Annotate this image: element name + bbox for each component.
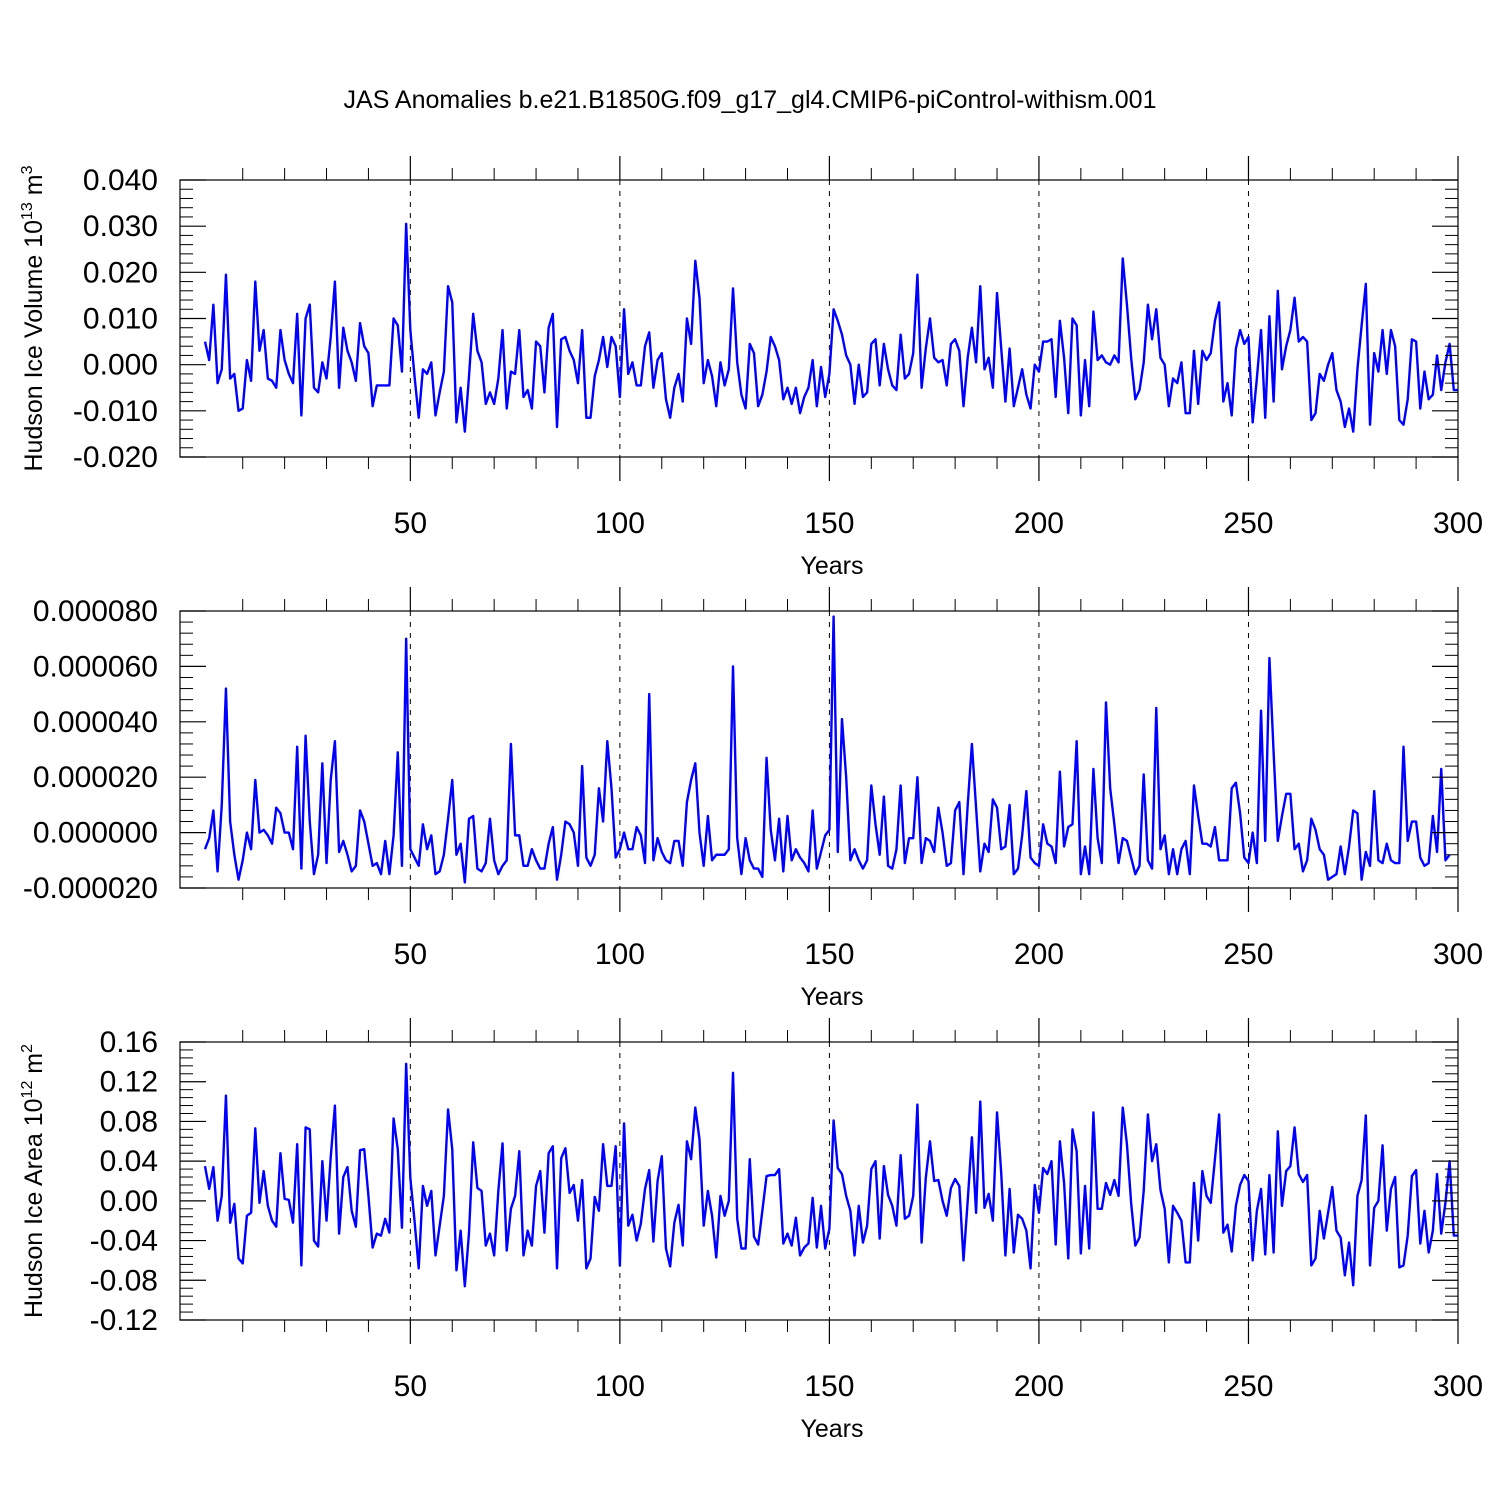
x-tick-label: 100 — [595, 938, 645, 971]
x-tick-label: 200 — [1014, 507, 1064, 540]
x-axis-label: Years — [800, 1415, 863, 1443]
x-tick-label: 150 — [804, 507, 854, 540]
x-tick-label: 50 — [394, 507, 427, 540]
series-line — [203, 615, 1451, 884]
series-line — [203, 222, 1458, 433]
y-tick-label: -0.12 — [90, 1304, 158, 1337]
x-tick-label: 150 — [804, 938, 854, 971]
y-tick-label: 0.020 — [83, 256, 158, 289]
y-tick-label: -0.010 — [73, 395, 158, 428]
x-axis-label: Years — [800, 983, 863, 1011]
y-tick-label: 0.000000 — [33, 817, 158, 850]
y-tick-label: 0.000040 — [33, 706, 158, 739]
x-tick-label: 150 — [804, 1370, 854, 1403]
series-line — [203, 1062, 1458, 1288]
y-tick-label: 0.000020 — [33, 761, 158, 794]
y-tick-label: 0.16 — [100, 1026, 158, 1059]
plot-frame — [179, 1041, 1459, 1321]
panel-3: -0.12 -0.08 -0.04 0.00 0.04 0.08 0.12 0.16 50 100… — [19, 1018, 1483, 1443]
x-tick-label: 300 — [1433, 1370, 1483, 1403]
x-tick-label: 100 — [595, 1370, 645, 1403]
x-tick-label: 200 — [1014, 938, 1064, 971]
x-tick-label: 100 — [595, 507, 645, 540]
chart-title: JAS Anomalies b.e21.B1850G.f09_g17_gl4.C… — [344, 86, 1157, 114]
y-tick-label: -0.020 — [73, 441, 158, 474]
y-tick-label: 0.010 — [83, 303, 158, 336]
panel-1: -0.020 -0.010 0.000 0.010 0.020 0.030 0.040 50 1… — [19, 156, 1483, 580]
y-tick-label: 0.00 — [100, 1185, 158, 1218]
y-tick-label: 0.030 — [83, 210, 158, 243]
y-tick-label: 0.000 — [83, 349, 158, 382]
y-tick-label: -0.04 — [90, 1225, 158, 1258]
x-tick-label: 250 — [1223, 507, 1273, 540]
panel-2: -0.000020 0.000000 0.000020 0.000040 0.00006… — [23, 587, 1483, 1011]
y-tick-label: -0.000020 — [23, 872, 158, 905]
x-tick-label: 250 — [1223, 938, 1273, 971]
x-tick-label: 200 — [1014, 1370, 1064, 1403]
y-tick-label: 0.000060 — [33, 650, 158, 683]
x-axis-label: Years — [800, 552, 863, 580]
x-tick-label: 250 — [1223, 1370, 1273, 1403]
x-tick-label: 300 — [1433, 507, 1483, 540]
x-tick-label: 50 — [394, 938, 427, 971]
y-tick-label: 0.08 — [100, 1105, 158, 1138]
y-axis-label: Hudson Ice Area 1012 m2 — [19, 1044, 48, 1318]
x-tick-label: 300 — [1433, 938, 1483, 971]
y-tick-label: 0.040 — [83, 164, 158, 197]
y-axis-label: Hudson Ice Volume 1013 m3 — [19, 165, 48, 471]
x-tick-label: 50 — [394, 1370, 427, 1403]
y-tick-label: -0.08 — [90, 1264, 158, 1297]
y-tick-label: 0.12 — [100, 1066, 158, 1099]
y-tick-label: 0.04 — [100, 1145, 158, 1178]
y-tick-label: 0.000080 — [33, 595, 158, 628]
plot-frame — [179, 610, 1459, 889]
